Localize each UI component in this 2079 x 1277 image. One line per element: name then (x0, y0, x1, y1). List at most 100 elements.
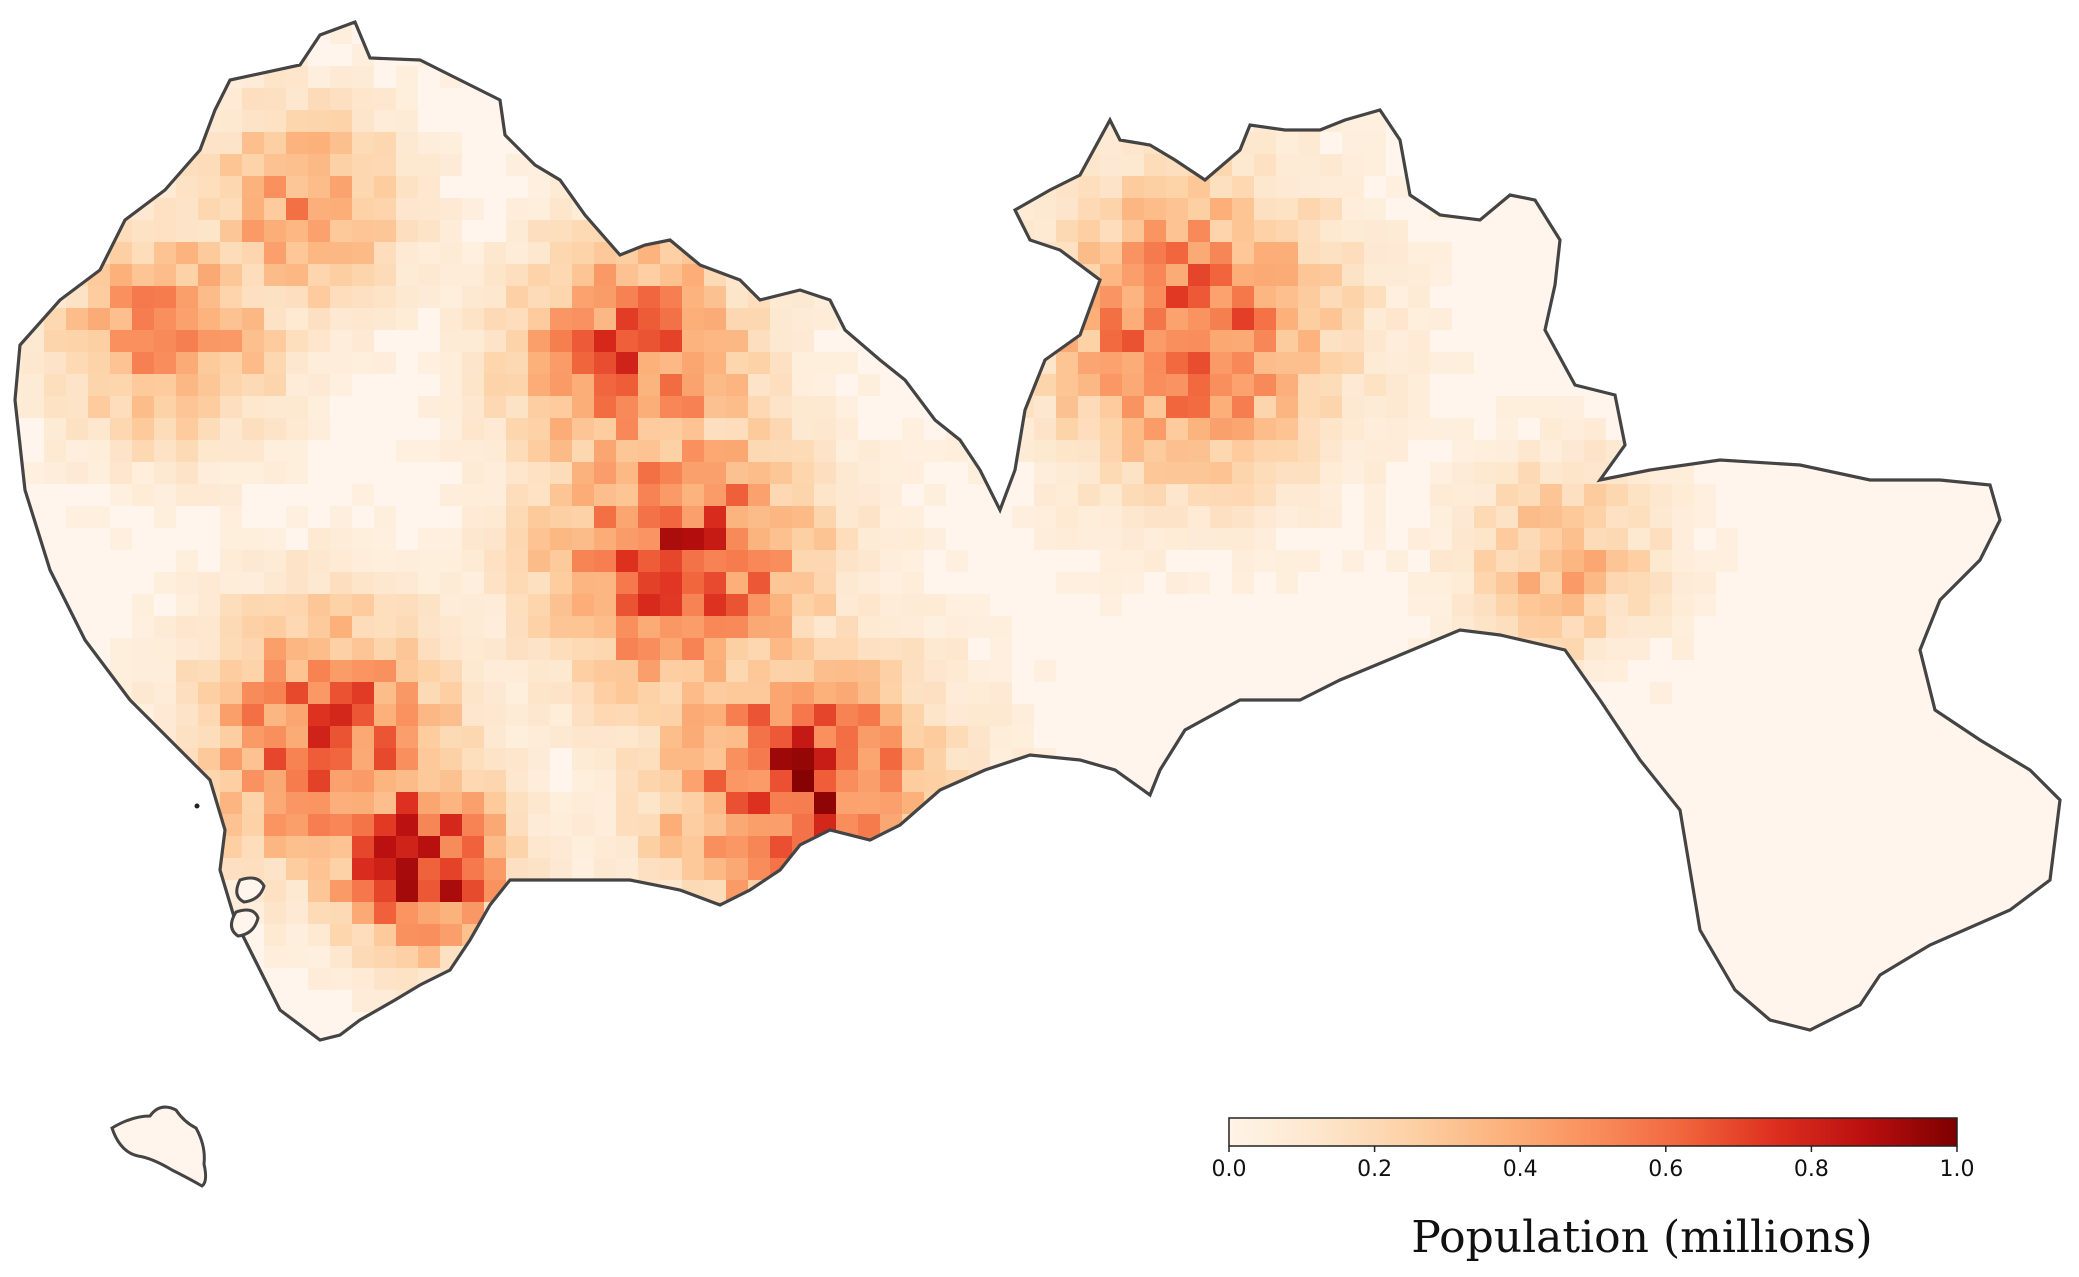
heat-cell (396, 682, 418, 704)
heat-cell (594, 814, 616, 836)
heat-cell (154, 704, 176, 726)
heat-cell (396, 946, 418, 968)
heat-cell (1606, 594, 1628, 616)
heat-cell (220, 176, 242, 198)
heat-cell (550, 220, 572, 242)
heat-cell (902, 946, 924, 968)
heat-cell (1430, 484, 1452, 506)
heat-cell (1540, 616, 1562, 638)
heat-cell (572, 176, 594, 198)
heat-cell (506, 484, 528, 506)
heat-cell (836, 880, 858, 902)
heat-cell (1100, 286, 1122, 308)
heat-cell (1606, 550, 1628, 572)
heat-cell (1474, 484, 1496, 506)
heat-cell (1408, 396, 1430, 418)
heat-cell (1100, 176, 1122, 198)
heat-cell (1650, 484, 1672, 506)
heat-cell (814, 880, 836, 902)
heat-cell (1386, 550, 1408, 572)
heat-cell (946, 594, 968, 616)
heat-cell (132, 154, 154, 176)
heat-cell (22, 352, 44, 374)
heat-cell (638, 396, 660, 418)
heat-cell (1342, 264, 1364, 286)
heat-cell (1100, 154, 1122, 176)
heat-cell (814, 990, 836, 1012)
heat-cell (836, 418, 858, 440)
heat-cell (264, 352, 286, 374)
heat-cell (330, 154, 352, 176)
heat-cell (638, 704, 660, 726)
heat-cell (330, 616, 352, 638)
heat-cell (660, 286, 682, 308)
heat-cell (1298, 440, 1320, 462)
heat-cell (1452, 682, 1474, 704)
heat-cell (836, 902, 858, 924)
heat-cell (1034, 220, 1056, 242)
heat-cell (792, 770, 814, 792)
heat-cell (792, 726, 814, 748)
heat-cell (264, 286, 286, 308)
heat-cell (792, 572, 814, 594)
heat-cell (176, 572, 198, 594)
heat-cell (1518, 506, 1540, 528)
heat-cell (638, 374, 660, 396)
heat-cell (660, 198, 682, 220)
heat-cell (220, 330, 242, 352)
heat-cell (220, 528, 242, 550)
heat-cell (154, 748, 176, 770)
heat-cell (1056, 264, 1078, 286)
heat-cell (682, 792, 704, 814)
heat-cell (572, 748, 594, 770)
heat-cell (748, 968, 770, 990)
heat-cell (902, 572, 924, 594)
heat-cell (1298, 242, 1320, 264)
heat-cell (1408, 308, 1430, 330)
heat-cell (308, 110, 330, 132)
heat-cell (374, 154, 396, 176)
heat-cell (176, 264, 198, 286)
heat-cell (1606, 528, 1628, 550)
heat-cell (308, 682, 330, 704)
heat-cell (792, 924, 814, 946)
heat-cell (682, 418, 704, 440)
heat-cell (1650, 682, 1672, 704)
heat-cell (594, 924, 616, 946)
heat-cell (352, 836, 374, 858)
heat-cell (1232, 242, 1254, 264)
heat-cell (1188, 110, 1210, 132)
heat-cell (814, 924, 836, 946)
heat-cell (616, 792, 638, 814)
heat-cell (880, 660, 902, 682)
heat-cell (1078, 110, 1100, 132)
heat-cell (1210, 286, 1232, 308)
heat-cell (638, 220, 660, 242)
heat-cell (704, 748, 726, 770)
heat-cell (858, 594, 880, 616)
heat-cell (88, 176, 110, 198)
heat-cell (396, 638, 418, 660)
heat-cell (88, 704, 110, 726)
colorbar-tick-label: 0.0 (1212, 1157, 1247, 1182)
heat-cell (66, 308, 88, 330)
heat-cell (880, 462, 902, 484)
heat-cell (484, 440, 506, 462)
heat-cell (1364, 374, 1386, 396)
heat-cell (770, 572, 792, 594)
heat-cell (1694, 506, 1716, 528)
heat-cell (946, 792, 968, 814)
heat-cell (308, 704, 330, 726)
heat-cell (374, 594, 396, 616)
heat-cell (1320, 220, 1342, 242)
heat-cell (1562, 396, 1584, 418)
heat-cell (1166, 330, 1188, 352)
heat-cell (1232, 110, 1254, 132)
heat-cell (726, 792, 748, 814)
heat-cell (1122, 462, 1144, 484)
heat-cell (748, 506, 770, 528)
heat-cell (440, 264, 462, 286)
heat-cell (506, 902, 528, 924)
heat-cell (660, 902, 682, 924)
heat-cell (1584, 594, 1606, 616)
